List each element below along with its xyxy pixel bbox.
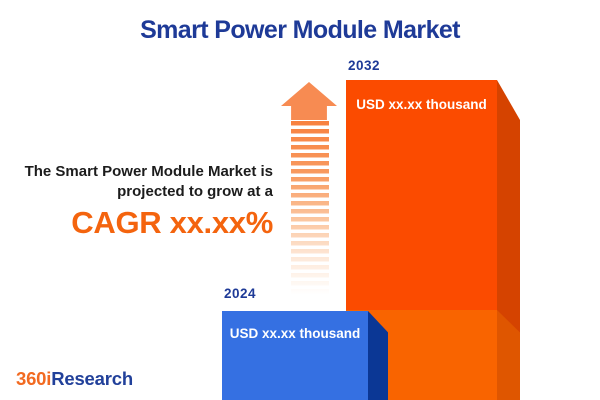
brand-logo-suffix: Research <box>51 368 133 389</box>
growth-arrow-up-icon <box>281 82 337 120</box>
page-title: Smart Power Module Market <box>140 16 460 44</box>
bar-2032-base-segment-side <box>497 310 520 400</box>
bar-2024-side-face <box>368 311 388 400</box>
brand-logo-prefix: 360i <box>16 368 52 389</box>
bar-2024-value-label: USD xx.xx thousand <box>229 326 361 341</box>
bar-2024-year-label: 2024 <box>224 286 257 301</box>
annotation-line-2: projected to grow at a <box>117 183 273 200</box>
bar-2032-value-label: USD xx.xx thousand <box>356 97 487 112</box>
growth-annotation: The Smart Power Module Market is project… <box>0 162 274 240</box>
bar-2024-front-face <box>222 311 368 400</box>
brand-logo: 360iResearch <box>16 368 133 390</box>
bar-2032-year-label: 2032 <box>348 58 381 73</box>
growth-arrow-stripes <box>291 121 329 295</box>
cagr-text: CAGR xx.xx% <box>71 205 273 240</box>
annotation-line-1: The Smart Power Module Market is <box>24 163 273 180</box>
